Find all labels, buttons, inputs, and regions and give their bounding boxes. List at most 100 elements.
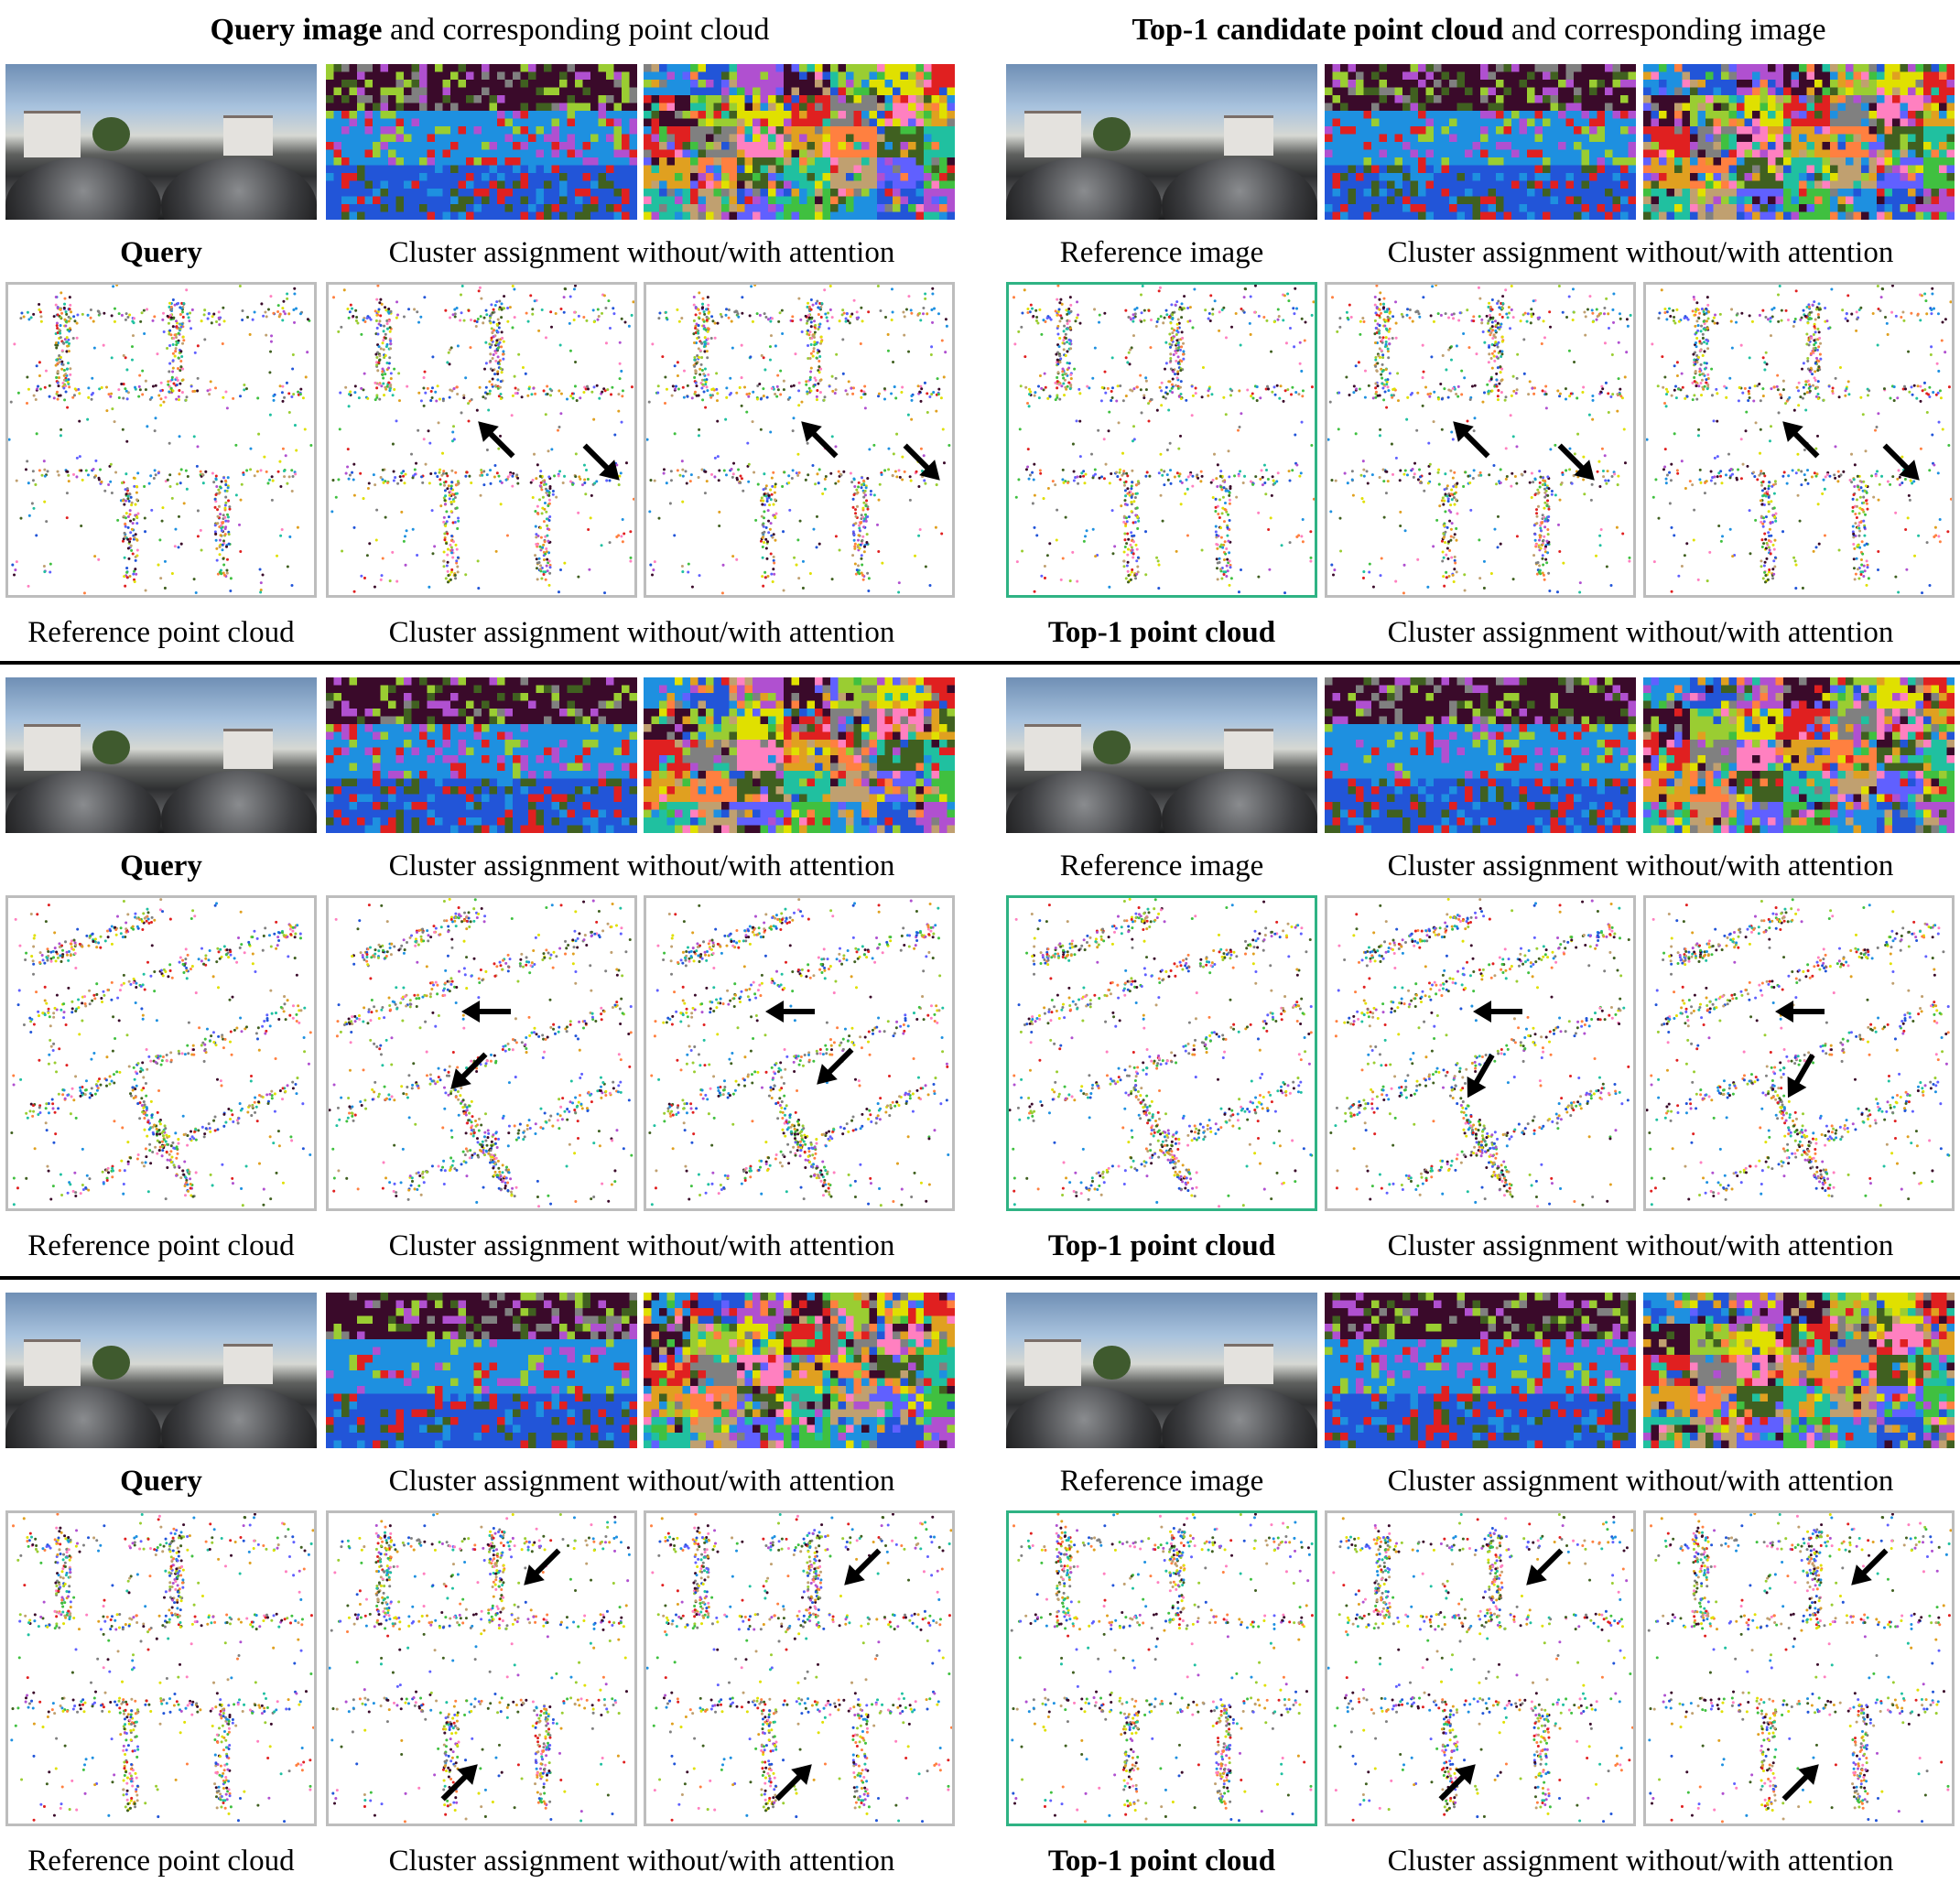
pc-cluster-with-attention [644, 1510, 955, 1826]
point-cloud-scatter [329, 898, 633, 1208]
cluster-map [1643, 677, 1955, 833]
point-cloud-scatter [1647, 1513, 1952, 1824]
point-cloud-scatter [329, 1513, 631, 1824]
car-roof [161, 157, 317, 220]
caption-reference-image: Reference image [1006, 844, 1317, 888]
car-roof [1162, 1386, 1317, 1448]
car-roof [1006, 1386, 1162, 1448]
tree [1093, 730, 1131, 765]
point-cloud-scatter [1010, 1513, 1314, 1824]
car-roof [5, 1386, 161, 1448]
building [24, 111, 81, 157]
point-cloud-scatter [1646, 898, 1951, 1207]
cluster-map [326, 1293, 637, 1448]
point-cloud-scatter [1327, 285, 1632, 595]
cluster-map [1643, 1293, 1955, 1448]
building [1224, 729, 1274, 769]
car-roof [1006, 771, 1162, 833]
caption-cluster-right: Cluster assignment without/with attentio… [1325, 1224, 1956, 1268]
arrow-icon [903, 443, 940, 481]
arrow-icon [1453, 421, 1490, 459]
caption-cluster-left: Cluster assignment without/with attentio… [326, 844, 958, 888]
reference-image [1006, 1293, 1317, 1448]
caption-cluster-left: Cluster assignment without/with attentio… [326, 1839, 958, 1883]
arrow-icon [1775, 1001, 1825, 1023]
point-cloud-scatter [8, 285, 313, 595]
point-cloud-scatter [646, 1513, 952, 1824]
top1-point-cloud [1006, 1510, 1317, 1826]
point-cloud-scatter [646, 285, 951, 595]
caption-cluster-left: Cluster assignment without/with attentio… [326, 231, 958, 275]
point-cloud-scatter [10, 898, 312, 1207]
top1-cluster-without-attention [1325, 282, 1636, 598]
cluster-map [1325, 64, 1636, 220]
reference-cluster-with-attention [1643, 64, 1955, 220]
cluster-map [1643, 64, 1955, 220]
arrow [1771, 982, 1830, 1041]
building [1024, 724, 1081, 771]
reference-point-cloud [5, 1510, 317, 1826]
arrow [513, 1538, 571, 1596]
caption-query: Query [5, 231, 317, 275]
arrow [893, 433, 951, 492]
cluster-map [1325, 1293, 1636, 1448]
query-image [5, 1293, 317, 1448]
arrow-icon [582, 443, 620, 481]
arrow [458, 982, 516, 1041]
arrow-icon [450, 1052, 488, 1089]
arrow-icon [1438, 1764, 1476, 1802]
point-cloud-scatter [1327, 1513, 1633, 1824]
point-cloud-scatter [648, 898, 950, 1207]
reference-image [1006, 677, 1317, 833]
arrow [1469, 982, 1528, 1041]
point-cloud-scatter [1012, 285, 1315, 595]
building [1224, 1344, 1274, 1384]
cluster-map [644, 1293, 955, 1448]
tree [92, 1345, 130, 1380]
arrow [1515, 1538, 1574, 1596]
caption-cluster-right: Cluster assignment without/with attentio… [1325, 1459, 1956, 1503]
tree [1093, 116, 1131, 152]
reference-cluster-with-attention [1643, 1293, 1955, 1448]
building [223, 115, 274, 156]
arrow-icon [817, 1047, 854, 1085]
arrow [762, 982, 820, 1041]
caption-cluster-right: Cluster assignment without/with attentio… [1325, 1839, 1956, 1883]
top1-point-cloud [1006, 282, 1317, 598]
caption-cluster-left: Cluster assignment without/with attentio… [326, 611, 958, 655]
caption-top1-point-cloud: Top-1 point cloud [1006, 1224, 1317, 1268]
row-separator [0, 1276, 1960, 1280]
arrow [1771, 1753, 1830, 1812]
arrow [833, 1538, 892, 1596]
caption-reference-image: Reference image [1006, 231, 1317, 275]
building [24, 1339, 81, 1386]
car-roof [5, 157, 161, 220]
arrow [430, 1753, 489, 1812]
arrow [806, 1037, 864, 1096]
left-header-rest: and corresponding point cloud [382, 13, 770, 47]
arrow-icon [1467, 1053, 1495, 1099]
query-cluster-with-attention [644, 64, 955, 220]
arrow-icon [524, 1548, 561, 1586]
caption-reference-point-cloud: Reference point cloud [5, 611, 317, 655]
top1-cluster-with-attention [1643, 1510, 1955, 1826]
car-roof [1006, 157, 1162, 220]
arrow [1771, 1046, 1830, 1105]
cluster-map [644, 677, 955, 833]
building [1024, 111, 1081, 157]
building [1224, 115, 1274, 156]
arrow [1451, 1046, 1510, 1105]
reference-point-cloud [5, 895, 317, 1211]
car-roof [161, 771, 317, 833]
arrow-icon [1787, 1053, 1815, 1099]
arrow-icon [1782, 421, 1820, 459]
point-cloud-scatter [1646, 285, 1952, 595]
arrow-icon [774, 1764, 812, 1802]
point-cloud-scatter [10, 1513, 314, 1824]
right-column-header: Top-1 candidate point cloud and correspo… [998, 7, 1960, 53]
query-cluster-without-attention [326, 1293, 637, 1448]
tree [92, 730, 130, 765]
arrow-icon [1557, 443, 1595, 481]
query-image [5, 64, 317, 220]
query-cluster-with-attention [644, 1293, 955, 1448]
